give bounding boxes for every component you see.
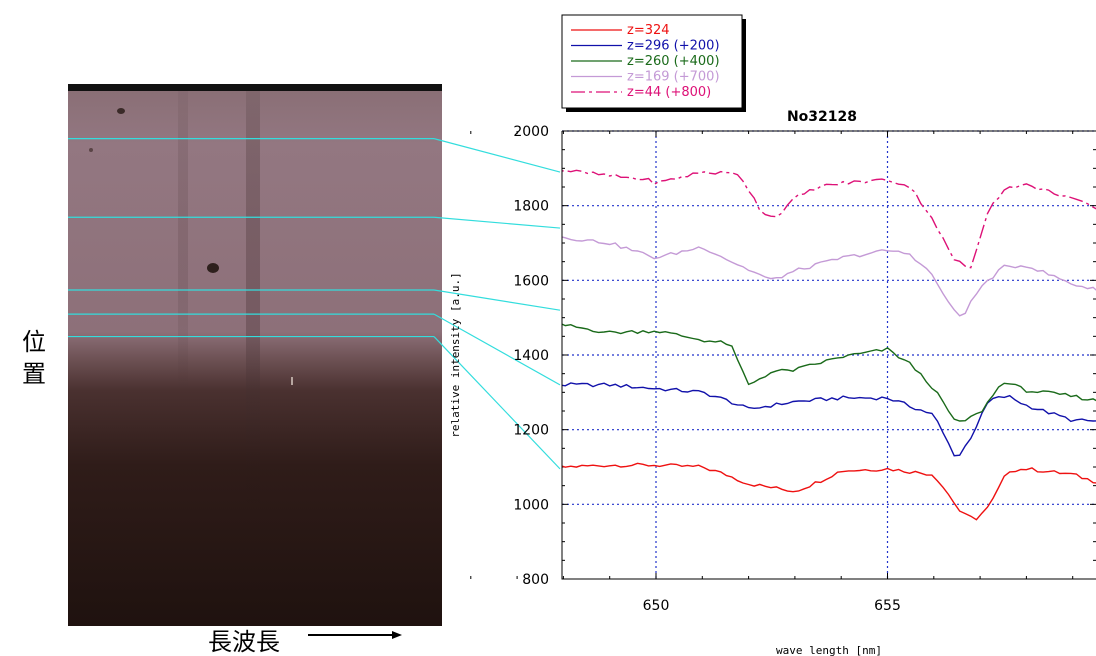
long-wavelength-arrow: [308, 631, 402, 639]
series-line: [562, 323, 1096, 422]
connector-line: [433, 138, 561, 173]
legend-label: z=296 (+200): [627, 39, 720, 54]
legend-label: z=169 (+700): [627, 70, 720, 85]
position-label-char-2: 置: [22, 360, 46, 388]
legend-label: z=44 (+800): [627, 85, 711, 100]
y-tick-label: 800: [522, 572, 549, 588]
position-label-char-1: 位: [22, 328, 46, 356]
x-axis-label: wave length [nm]: [776, 644, 882, 656]
spectrum-image-top-bar: [68, 84, 442, 91]
connector-line: [433, 216, 561, 229]
legend-label: z=260 (+400): [627, 54, 720, 69]
y-tick-label: 1000: [513, 497, 549, 513]
absorption-line-dark: [246, 91, 260, 511]
long-wavelength-label: 長波長: [208, 628, 280, 656]
image-marker-rows: [68, 138, 434, 338]
y-tick-label: 1600: [513, 273, 549, 289]
absorption-line-faint: [178, 91, 188, 391]
legend-label: z=324: [627, 23, 670, 38]
x-tick-label: 650: [643, 598, 670, 614]
series-line: [562, 169, 1096, 269]
y-tick-label: 1200: [513, 423, 549, 439]
connector-line: [433, 289, 561, 311]
chart-title: No32128: [787, 109, 857, 125]
chart-grid: [562, 130, 1096, 579]
chart: No32128 800 1000 1200 1400 1600 1800 2000 650 6…: [449, 109, 1096, 656]
chart-series: [562, 169, 1096, 521]
y-tick-label: 2000: [513, 124, 549, 140]
series-line: [562, 236, 1096, 317]
spectrum-image: [68, 84, 442, 626]
y-axis-ticks: 800 1000 1200 1400 1600 1800 2000: [513, 124, 549, 588]
dust-spot: [117, 108, 125, 114]
connector-line: [433, 313, 561, 386]
series-line: [562, 462, 1096, 521]
connector-line: [433, 336, 561, 470]
position-label: 位 置: [22, 328, 54, 388]
dust-spot: [207, 263, 219, 273]
y-axis-label: relative intensity [a.u.]: [449, 272, 462, 438]
y-tick-label: 1800: [513, 199, 549, 215]
row-to-curve-connectors: [433, 138, 561, 470]
plot-frame: [561, 130, 1096, 580]
x-tick-label: 655: [874, 598, 901, 614]
series-line: [562, 382, 1096, 457]
bright-speck: [291, 377, 293, 385]
y-tick-label: 1400: [513, 348, 549, 364]
x-axis-ticks: 650655660665: [643, 598, 901, 614]
dust-spot: [89, 148, 93, 152]
